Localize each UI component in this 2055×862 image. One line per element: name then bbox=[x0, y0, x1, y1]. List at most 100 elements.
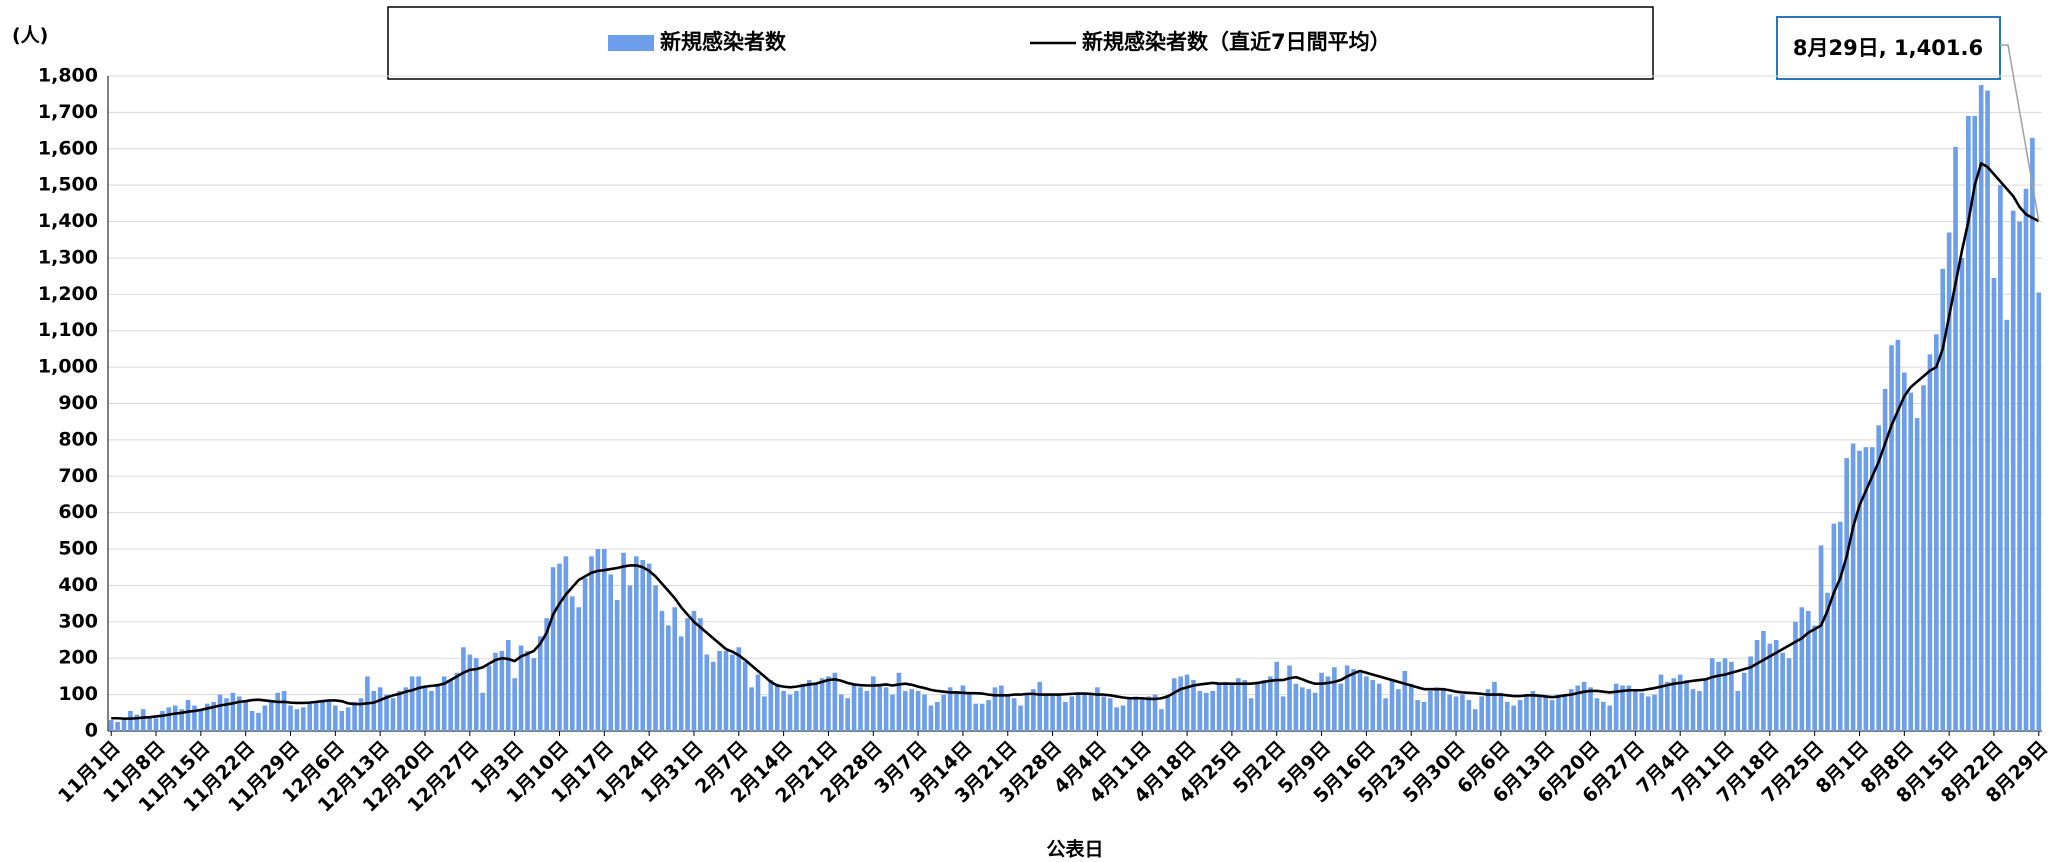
bar bbox=[1703, 680, 1709, 731]
y-tick-label: 100 bbox=[58, 683, 98, 705]
bar bbox=[1255, 681, 1260, 731]
bar bbox=[935, 701, 940, 731]
bar bbox=[454, 672, 460, 731]
bar bbox=[1767, 643, 1773, 731]
bar bbox=[698, 618, 703, 731]
bar bbox=[217, 694, 223, 731]
bar bbox=[288, 705, 293, 731]
bar bbox=[435, 683, 441, 731]
bar bbox=[1139, 698, 1145, 731]
bar bbox=[806, 680, 812, 731]
bar bbox=[1959, 257, 1965, 731]
bar bbox=[1319, 672, 1324, 731]
bar bbox=[1235, 678, 1241, 731]
y-tick-label: 1,800 bbox=[38, 65, 98, 87]
bar bbox=[1344, 665, 1350, 731]
bar bbox=[1524, 696, 1529, 731]
bar bbox=[2004, 319, 2010, 731]
bar bbox=[512, 678, 517, 731]
bar bbox=[992, 687, 998, 731]
bar bbox=[1773, 640, 1779, 731]
bar bbox=[326, 701, 332, 731]
bar bbox=[390, 698, 396, 731]
bar bbox=[877, 683, 882, 731]
bar bbox=[1562, 696, 1568, 731]
bar bbox=[339, 710, 345, 731]
y-unit-label: (人) bbox=[12, 25, 48, 47]
legend-swatch bbox=[608, 35, 654, 51]
bar bbox=[1613, 683, 1619, 731]
bar bbox=[595, 549, 601, 731]
y-tick-label: 1,300 bbox=[38, 246, 98, 268]
bar bbox=[192, 705, 197, 731]
bar bbox=[781, 690, 786, 731]
bar bbox=[1722, 658, 1728, 731]
bar bbox=[614, 600, 620, 731]
annotation-leader bbox=[2000, 44, 2040, 222]
y-tick-label: 200 bbox=[58, 647, 98, 669]
bar bbox=[1011, 698, 1017, 731]
bar bbox=[480, 692, 485, 731]
bar bbox=[345, 707, 351, 731]
bar bbox=[352, 701, 357, 731]
bar bbox=[1453, 696, 1459, 731]
bar bbox=[550, 567, 556, 731]
bar bbox=[1415, 700, 1420, 731]
bar bbox=[1261, 680, 1267, 731]
bar bbox=[179, 709, 184, 731]
bar bbox=[2017, 221, 2022, 732]
bar bbox=[1447, 694, 1452, 731]
bar bbox=[576, 607, 581, 731]
legend-label: 新規感染者数（直近7日間平均） bbox=[1082, 30, 1391, 54]
bar bbox=[1370, 680, 1376, 731]
bar bbox=[1831, 523, 1837, 731]
bar bbox=[1575, 685, 1581, 731]
y-tick-label: 1,700 bbox=[38, 101, 98, 123]
legend-label: 新規感染者数 bbox=[660, 30, 787, 54]
bar bbox=[243, 701, 248, 731]
bar bbox=[1786, 658, 1792, 731]
bar bbox=[1998, 185, 2003, 731]
y-tick-label: 700 bbox=[58, 465, 98, 487]
bar bbox=[544, 618, 549, 731]
bar bbox=[730, 654, 735, 731]
bar bbox=[1396, 689, 1401, 731]
bar bbox=[134, 714, 140, 731]
bar bbox=[140, 709, 146, 731]
bar bbox=[1665, 681, 1670, 731]
bar bbox=[1953, 146, 1958, 732]
y-tick-label: 800 bbox=[58, 428, 98, 450]
bar bbox=[1966, 116, 1971, 732]
bar bbox=[1972, 116, 1978, 732]
annotation: 8月29日, 1,401.6 bbox=[1793, 36, 1983, 60]
bar bbox=[230, 692, 236, 731]
bar bbox=[819, 678, 825, 731]
bar bbox=[1504, 701, 1510, 731]
bar bbox=[864, 690, 870, 731]
bar bbox=[1793, 621, 1798, 731]
bar bbox=[1652, 694, 1657, 731]
bar bbox=[634, 556, 639, 731]
bar bbox=[1626, 685, 1632, 731]
bar bbox=[582, 578, 588, 731]
bar bbox=[1812, 625, 1817, 731]
bar bbox=[1421, 701, 1427, 731]
bar bbox=[941, 694, 947, 731]
bar bbox=[1312, 692, 1318, 731]
y-tick-label: 1,200 bbox=[38, 283, 98, 305]
bar bbox=[826, 676, 831, 731]
bar bbox=[1082, 694, 1087, 731]
bar bbox=[870, 676, 876, 731]
bar bbox=[1466, 700, 1472, 731]
bar bbox=[794, 690, 799, 731]
bar bbox=[1620, 685, 1625, 731]
bar bbox=[838, 694, 844, 731]
bar bbox=[461, 647, 466, 731]
bar bbox=[1306, 689, 1312, 731]
bar bbox=[1908, 392, 1914, 731]
bar bbox=[742, 661, 748, 731]
bar bbox=[922, 694, 927, 731]
bar bbox=[640, 559, 646, 731]
bar bbox=[1357, 672, 1363, 731]
bar bbox=[902, 690, 908, 731]
